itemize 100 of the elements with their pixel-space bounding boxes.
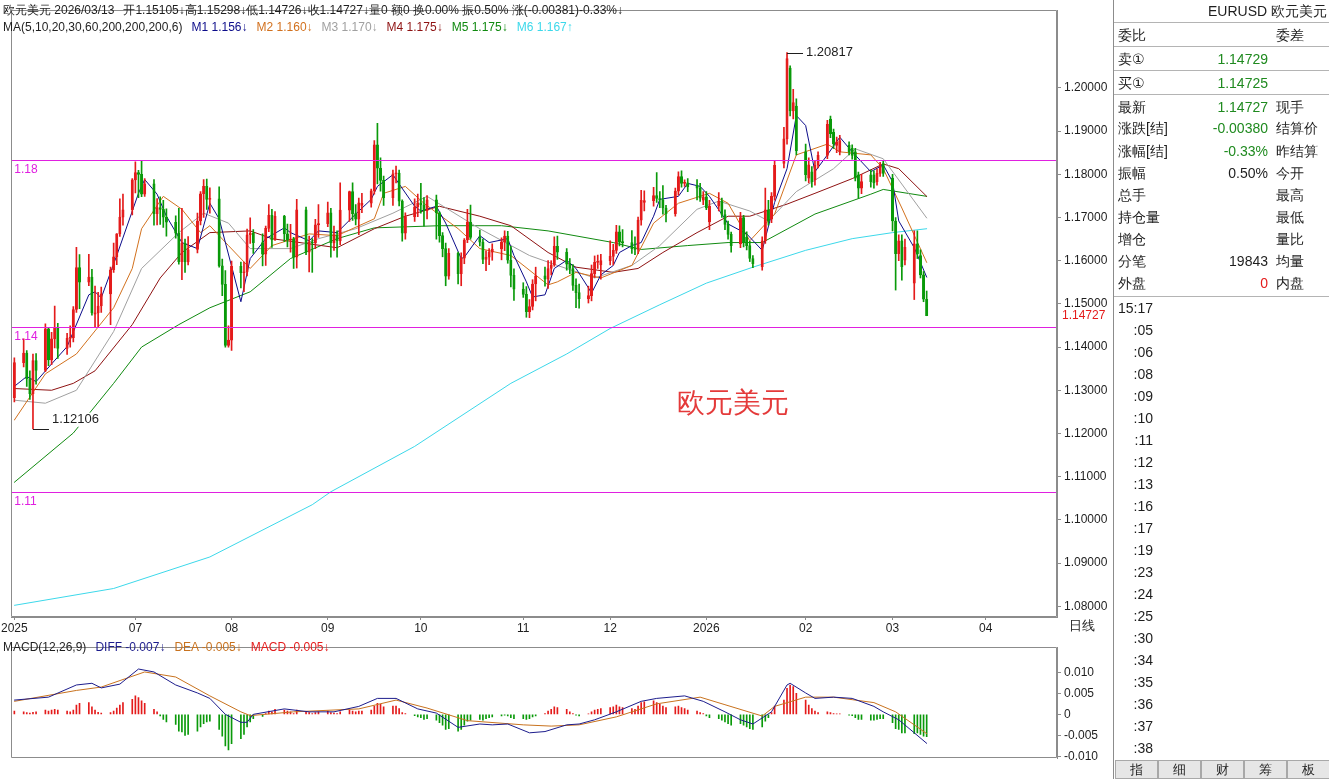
text: 19843: [1229, 252, 1268, 270]
text: :11: [1134, 431, 1153, 449]
text: 增仓: [1118, 230, 1146, 248]
text: M2 1.160↓: [256, 20, 313, 34]
text: :12: [1133, 453, 1153, 471]
series-label: DEA -0.005↓: [174, 640, 242, 654]
tab: 板: [1287, 760, 1329, 779]
x-tick-label: 2026: [693, 620, 721, 635]
text: 0.50%: [1228, 164, 1268, 182]
y-tick-label: 0.005: [1064, 685, 1095, 700]
y-tick-label: 1.15000: [1064, 296, 1108, 311]
text: 结算价: [1276, 119, 1318, 137]
text: :16: [1133, 497, 1153, 515]
text: M3 1.170↓: [321, 20, 378, 34]
text: :05: [1133, 321, 1153, 339]
text: 总手: [1118, 186, 1146, 204]
y-tick-label: 1.10000: [1064, 512, 1108, 527]
text: 外盘: [1118, 274, 1146, 292]
y-tick-label: 1.11000: [1064, 468, 1107, 483]
text: :34: [1133, 651, 1153, 669]
text: :13: [1133, 475, 1153, 493]
annotation: 欧元美元: [676, 387, 789, 419]
legend-title: MA(5,10,20,30,60,200,200,200,6): [3, 20, 183, 34]
tab: 细: [1158, 760, 1201, 779]
text: 今开: [1276, 164, 1304, 182]
text: 买①: [1118, 74, 1145, 92]
y-tick-label: -0.010: [1064, 748, 1099, 763]
y-tick-label: 1.14000: [1064, 339, 1108, 354]
y-tick-label: 1.09000: [1064, 555, 1108, 570]
y-tick-label: 1.12000: [1064, 425, 1108, 440]
text: :23: [1133, 563, 1153, 581]
y-tick-label: 1.20000: [1064, 80, 1108, 95]
ref-line-label: 1.18: [14, 161, 38, 176]
x-tick-label: 07: [128, 620, 143, 635]
text: :25: [1133, 607, 1153, 625]
text: 涨跌[结]: [1118, 119, 1168, 137]
text: MACD -0.005↓: [250, 640, 330, 654]
text: :37: [1133, 717, 1153, 735]
text: 1.14727: [1217, 98, 1268, 116]
text: :38: [1133, 739, 1153, 757]
text: M5 1.175↓: [451, 20, 508, 34]
x-tick-label: 12: [603, 620, 618, 635]
text: 1.14727: [1062, 308, 1106, 323]
x-tick-label: 04: [978, 620, 993, 635]
text: 1.14725: [1217, 74, 1268, 92]
x-tick-label: 2025: [1, 620, 29, 635]
chart-title: 欧元美元 2026/03/13: [3, 3, 115, 17]
text: -0.00380: [1212, 119, 1268, 137]
x-tick-label: 08: [224, 620, 239, 635]
x-tick-label: 03: [885, 620, 900, 635]
text: 卖①: [1118, 50, 1145, 68]
text: :19: [1133, 541, 1153, 559]
text: :35: [1133, 673, 1153, 691]
text: 振幅: [1118, 164, 1146, 182]
text: 15:17: [1117, 299, 1153, 317]
text: 委差: [1276, 26, 1304, 44]
tab: 筹: [1244, 760, 1287, 779]
y-tick-label: 1.16000: [1064, 253, 1108, 268]
text: 现手: [1276, 98, 1304, 116]
text: 0: [1260, 274, 1268, 292]
text: :30: [1133, 629, 1153, 647]
text: :09: [1133, 387, 1153, 405]
ref-line-label: 1.14: [14, 328, 38, 343]
y-tick-label: 1.08000: [1064, 598, 1108, 613]
text: 委比: [1118, 26, 1146, 44]
y-tick-label: 1.19000: [1064, 123, 1108, 138]
y-tick-label: -0.005: [1064, 727, 1099, 742]
annotation: 1.20817: [806, 44, 854, 60]
text: M6 1.167↑: [516, 20, 573, 34]
tab: 财: [1201, 760, 1244, 779]
y-tick-label: 1.17000: [1064, 209, 1108, 224]
y-tick-label: 1.13000: [1064, 382, 1108, 397]
x-tick-label: 09: [321, 620, 335, 635]
text: :10: [1133, 409, 1153, 427]
text: :17: [1133, 519, 1153, 537]
text: 1.14729: [1217, 50, 1268, 68]
y-tick-label: 0.010: [1064, 664, 1095, 679]
chart-subtitle: 开1.15105↓高1.15298↓低1.14726↓收1.14727↓量0 额0 换0.00% 振0.50% 涨(-0.00381)-0.33%↓: [123, 3, 624, 17]
ref-line-label: 1.11: [14, 493, 38, 508]
legend-title: MACD(12,26,9): [3, 640, 87, 654]
x-tick-label: 02: [798, 620, 813, 635]
text: 最高: [1276, 186, 1304, 204]
text: :06: [1133, 343, 1153, 361]
y-tick-label: 0: [1064, 706, 1071, 721]
text: 分笔: [1118, 252, 1146, 270]
text: :36: [1133, 695, 1153, 713]
text: 最低: [1276, 208, 1304, 226]
text: M4 1.175↓: [386, 20, 443, 34]
x-tick-label: 11: [517, 620, 530, 635]
text: M1 1.156↓: [191, 20, 248, 34]
text: EURUSD 欧元美元: [1207, 2, 1327, 20]
text: 涨幅[结]: [1118, 142, 1168, 160]
tab: 指: [1115, 760, 1158, 779]
y-tick-label: 1.18000: [1064, 166, 1108, 181]
x-tick-label: 10: [414, 620, 428, 635]
text: 持仓量: [1118, 208, 1160, 226]
text: :24: [1133, 585, 1153, 603]
text: 量比: [1276, 230, 1304, 248]
annotation: 1.12106: [51, 411, 99, 427]
series-label: DIFF -0.007↓: [95, 640, 166, 654]
